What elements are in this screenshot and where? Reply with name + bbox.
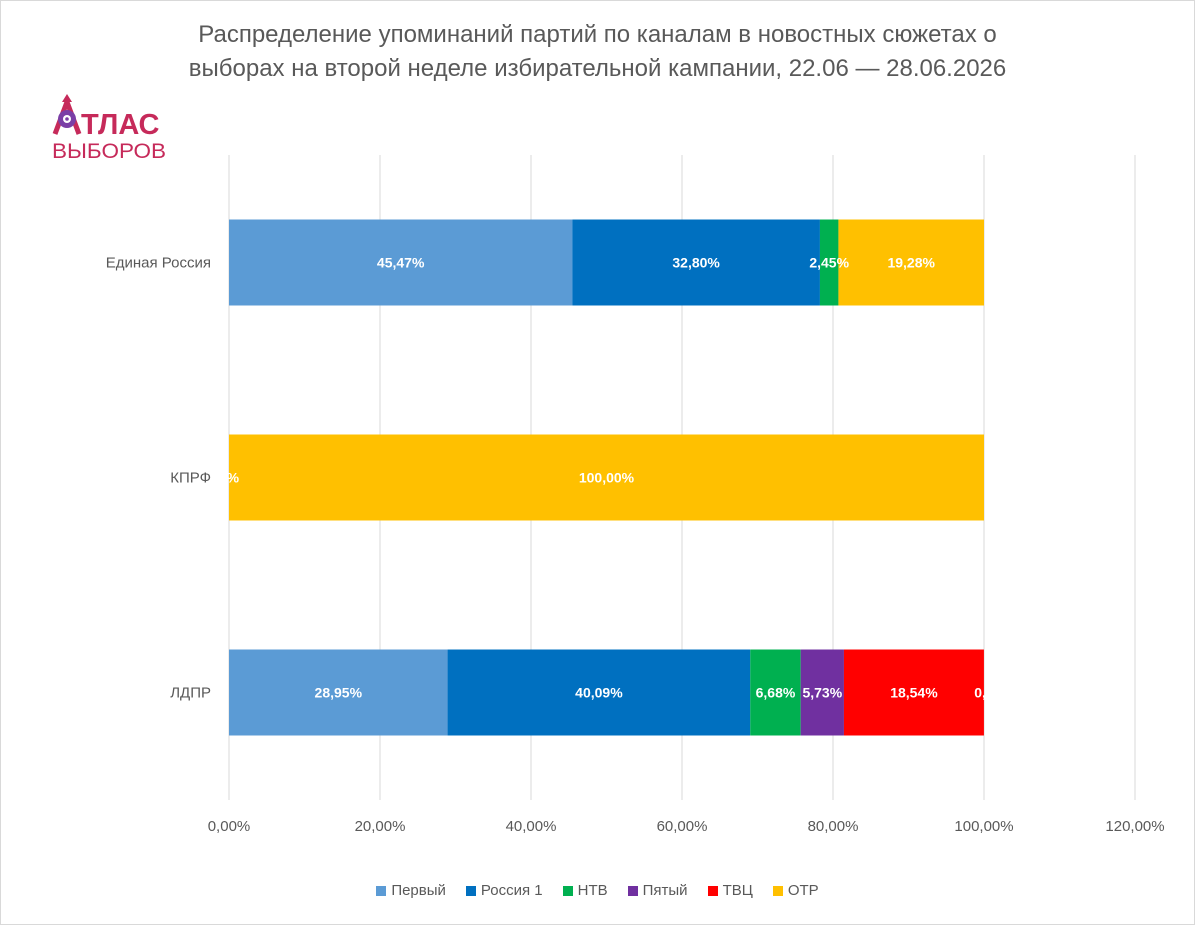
data-label: 28,95%	[315, 685, 363, 701]
bar-segment	[819, 219, 839, 306]
bar-segment	[843, 649, 984, 736]
data-label: 18,54%	[890, 685, 938, 701]
x-tick-label: 20,00%	[355, 818, 406, 835]
y-category-label: Единая Россия	[106, 255, 211, 272]
x-tick-label: 80,00%	[808, 818, 859, 835]
legend-label: Пятый	[642, 882, 688, 899]
data-label: 32,80%	[672, 255, 720, 271]
x-axis-labels: 0,00% 20,00% 40,00% 60,00% 80,00% 100,00% 120,…	[208, 818, 1165, 835]
x-tick-label: 120,00%	[1105, 818, 1164, 835]
data-label: 6,68%	[756, 685, 796, 701]
chart-title-line-1: Распределение упоминаний партий по канал…	[198, 21, 997, 48]
legend-swatch	[376, 885, 387, 896]
legend-swatch	[465, 885, 476, 896]
legend-label: НТВ	[577, 882, 608, 899]
legend-swatch	[707, 885, 718, 896]
chart-title: Распределение упоминаний партий по канал…	[0, 18, 1195, 86]
legend-label: ТВЦ	[722, 882, 753, 899]
bar-segment	[447, 649, 751, 736]
bar-segment	[750, 649, 801, 736]
svg-text:ВЫБОРОВ: ВЫБОРОВ	[52, 140, 166, 163]
data-label: 2,45%	[809, 255, 849, 271]
legend-swatch	[772, 885, 783, 896]
legend-item: НТВ	[562, 882, 608, 899]
bar-segment	[800, 649, 844, 736]
x-tick-label: 100,00%	[954, 818, 1013, 835]
legend: Первый Россия 1 НТВ Пятый ТВЦ ОТР	[0, 882, 1195, 899]
legend-label: Первый	[391, 882, 446, 899]
svg-text:ТЛАС: ТЛАС	[81, 109, 160, 141]
legend-item: ОТР	[772, 882, 819, 899]
bar-segment	[838, 219, 984, 306]
x-tick-label: 40,00%	[506, 818, 557, 835]
y-category-label: КПРФ	[170, 470, 211, 487]
legend-swatch	[627, 885, 638, 896]
data-label: 19,28%	[887, 255, 935, 271]
data-label: 5,73%	[802, 685, 842, 701]
legend-swatch	[562, 885, 573, 896]
bar-segment	[229, 219, 573, 306]
data-label: 100,00%	[579, 470, 635, 486]
legend-item: Первый	[376, 882, 446, 899]
legend-label: Россия 1	[480, 882, 543, 899]
stacked-bar-chart: 45,47% 32,80% 2,45% 19,28% 0% 100,00% 28,95% 40…	[106, 155, 1165, 835]
data-label: 0%	[219, 470, 240, 486]
y-category-label: ЛДПР	[170, 685, 211, 702]
atlas-vyborov-logo: ТЛАС ВЫБОРОВ	[52, 94, 166, 163]
x-tick-label: 0,00%	[208, 818, 251, 835]
data-label: 45,47%	[377, 255, 425, 271]
bar-segment	[229, 434, 984, 521]
legend-label: ОТР	[787, 882, 819, 899]
bar-segment	[572, 219, 820, 306]
bar-segment	[229, 649, 448, 736]
data-label: 40,09%	[575, 685, 623, 701]
legend-item: Россия 1	[465, 882, 543, 899]
y-axis-labels: Единая Россия КПРФ ЛДПР	[106, 255, 211, 702]
data-label: 0,0	[974, 685, 994, 701]
bar-labels: 45,47% 32,80% 2,45% 19,28% 0% 100,00% 28,95% 40…	[219, 255, 994, 701]
legend-item: ТВЦ	[707, 882, 753, 899]
chart-title-line-2: выборах на второй неделе избирательной к…	[188, 55, 1007, 82]
bars	[229, 219, 984, 736]
legend-item: Пятый	[627, 882, 688, 899]
x-tick-label: 60,00%	[657, 818, 708, 835]
